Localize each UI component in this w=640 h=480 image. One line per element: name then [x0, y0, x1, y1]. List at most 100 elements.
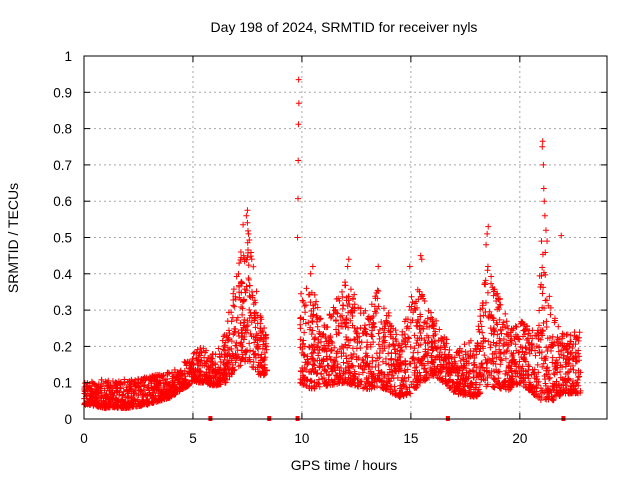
data-point	[190, 361, 197, 368]
data-point	[573, 380, 580, 387]
data-point	[479, 329, 486, 336]
data-point	[477, 313, 484, 320]
data-point	[522, 326, 529, 333]
data-point	[158, 397, 165, 404]
data-point-outlier	[539, 138, 546, 145]
data-point	[103, 382, 110, 389]
data-point	[334, 361, 341, 368]
data-point	[427, 365, 434, 372]
data-point	[375, 341, 382, 348]
data-point-outlier	[237, 249, 244, 256]
data-point	[503, 348, 510, 355]
data-point	[379, 358, 386, 365]
data-point	[490, 368, 497, 375]
data-point	[452, 360, 459, 367]
data-point	[345, 342, 352, 349]
data-point	[507, 365, 514, 372]
data-point	[113, 381, 120, 388]
data-point	[193, 357, 200, 364]
data-point	[459, 370, 466, 377]
data-point	[352, 328, 359, 335]
data-point	[555, 323, 562, 330]
data-point	[313, 312, 320, 319]
data-point	[105, 377, 112, 384]
data-point	[333, 372, 340, 379]
data-point	[243, 323, 250, 330]
data-point	[540, 389, 547, 396]
data-point	[201, 362, 208, 369]
data-point	[190, 350, 197, 357]
data-point	[197, 345, 204, 352]
data-point	[490, 317, 497, 324]
data-point	[257, 313, 264, 320]
data-point	[494, 369, 501, 376]
data-point	[205, 377, 212, 384]
data-point	[497, 301, 504, 308]
data-point	[542, 249, 549, 256]
data-point	[236, 294, 243, 301]
data-point	[504, 347, 511, 354]
data-point	[121, 376, 128, 383]
data-point	[162, 386, 169, 393]
data-point	[500, 350, 507, 357]
data-point	[410, 349, 417, 356]
data-point-outlier	[307, 270, 314, 277]
data-point	[544, 364, 551, 371]
data-point	[169, 373, 176, 380]
data-point	[230, 290, 237, 297]
data-point	[245, 275, 252, 282]
data-point	[539, 304, 546, 311]
data-point	[323, 324, 330, 331]
data-point	[461, 383, 468, 390]
data-point	[251, 310, 258, 317]
data-point	[305, 359, 312, 366]
data-point	[475, 373, 482, 380]
data-point	[263, 346, 270, 353]
data-point	[536, 344, 543, 351]
data-point	[207, 381, 214, 388]
data-point	[311, 335, 318, 342]
data-point	[161, 395, 168, 402]
data-point	[344, 360, 351, 367]
data-point	[240, 252, 247, 259]
data-point	[150, 399, 157, 406]
data-point	[94, 396, 101, 403]
data-point	[339, 293, 346, 300]
data-point	[538, 272, 545, 279]
data-point	[219, 337, 226, 344]
data-point	[410, 378, 417, 385]
data-point	[230, 331, 237, 338]
data-point	[572, 358, 579, 365]
data-point	[539, 264, 546, 271]
data-point	[231, 366, 238, 373]
data-point	[538, 394, 545, 401]
data-point	[387, 329, 394, 336]
data-point	[158, 388, 165, 395]
data-point	[451, 365, 458, 372]
data-point	[463, 358, 470, 365]
data-point	[239, 327, 246, 334]
data-point	[376, 335, 383, 342]
data-point	[340, 359, 347, 366]
data-point	[482, 337, 489, 344]
y-tick-label: 0.3	[53, 303, 72, 318]
data-point	[373, 357, 380, 364]
data-point	[237, 256, 244, 263]
data-point	[239, 351, 246, 358]
data-point	[375, 303, 382, 310]
data-point-outlier	[558, 232, 565, 239]
data-point	[316, 364, 323, 371]
data-point	[532, 352, 539, 359]
data-point	[551, 371, 558, 378]
data-point	[433, 317, 440, 324]
data-point	[322, 333, 329, 340]
data-point	[526, 327, 533, 334]
data-point	[226, 346, 233, 353]
data-point	[449, 361, 456, 368]
data-point	[403, 325, 410, 332]
data-point-outlier	[542, 227, 549, 234]
data-point	[238, 303, 245, 310]
data-point	[302, 302, 309, 309]
data-point	[366, 360, 373, 367]
data-point	[512, 331, 519, 338]
